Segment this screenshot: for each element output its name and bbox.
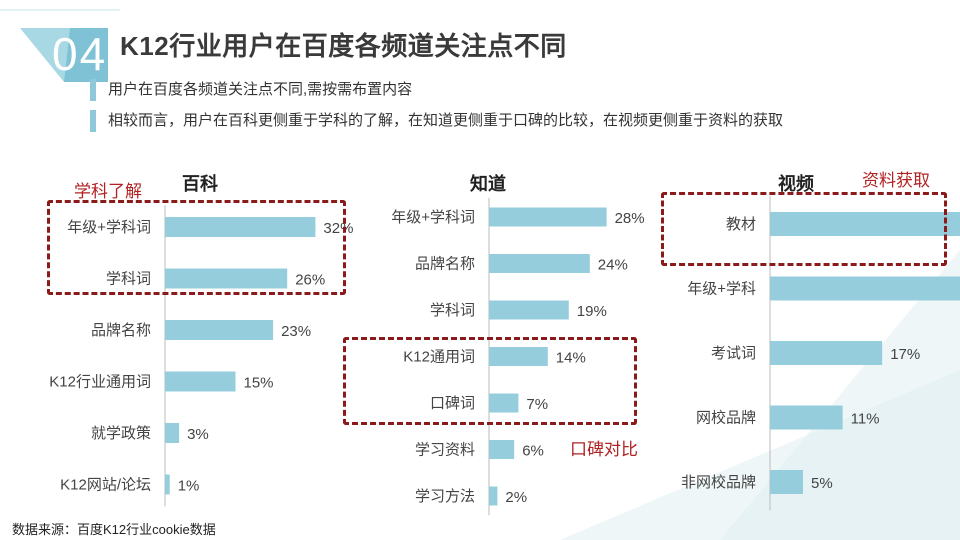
bar xyxy=(770,276,960,301)
category-label: 品牌名称 xyxy=(91,322,151,339)
bar xyxy=(770,212,960,236)
bar xyxy=(165,371,236,392)
subtitle-1-text: 用户在百度各频道关注点不同,需按需布置内容 xyxy=(108,81,413,98)
annotation-zhidao: 口碑对比 xyxy=(570,440,638,459)
value-label: 1% xyxy=(178,478,200,495)
category-label: 就学政策 xyxy=(91,425,151,442)
category-label: 学科词 xyxy=(106,271,151,288)
chart-title: 知道 xyxy=(470,174,506,194)
highlight-box-baike xyxy=(47,200,346,295)
value-label: 19% xyxy=(577,303,607,320)
chart-baike: 年级+学科词 32% 学科词 26% 品牌名称 23% K12行业通用词 15% 就学政策 3% K… xyxy=(0,160,360,520)
chart-svg: 年级+学科词 32%学科词 26%品牌名称 23%K12行业通用词 15%就学政策 3%K… xyxy=(49,205,353,507)
category-label: 考试词 xyxy=(711,345,756,362)
value-label: 15% xyxy=(244,375,274,392)
bar xyxy=(489,440,515,459)
category-label: 教材 xyxy=(726,216,756,233)
category-label: 品牌名称 xyxy=(415,256,475,273)
category-label: 年级+学科词 xyxy=(67,219,151,236)
value-label: 28% xyxy=(615,210,645,227)
highlight-box-video xyxy=(661,192,947,266)
category-label: K12网站/论坛 xyxy=(60,477,151,494)
data-source: 数据来源：百度K12行业cookie数据 xyxy=(12,522,216,537)
bar xyxy=(489,486,498,506)
value-label: 5% xyxy=(811,475,833,492)
chart-zhidao: 年级+学科词 28% 品牌名称 24% 学科词 19% K12通用词 14% 口碑词 7% 学习资料… xyxy=(340,160,670,520)
value-label: 6% xyxy=(522,443,544,460)
bar xyxy=(489,300,569,320)
bar xyxy=(770,470,803,494)
bar xyxy=(489,347,548,366)
value-label: 26% xyxy=(295,272,325,289)
subtitle-marker xyxy=(90,110,96,132)
bar xyxy=(489,207,607,227)
category-label: 学科词 xyxy=(430,302,475,319)
bar xyxy=(165,268,288,289)
value-label: 2% xyxy=(505,489,527,506)
bar xyxy=(165,423,180,443)
value-label: 7% xyxy=(526,396,548,413)
category-label: 学习资料 xyxy=(415,442,475,459)
chart-svg: 年级+学科词 28% 品牌名称 24% 学科词 19% K12通用词 14% 口碑词 7% 学习资料… xyxy=(391,197,645,516)
value-label: 23% xyxy=(281,323,311,340)
category-label: 口碑词 xyxy=(430,395,475,412)
subtitle-marker xyxy=(90,79,96,101)
annotation-baike: 学科了解 xyxy=(74,182,142,201)
bar xyxy=(489,254,590,273)
category-label: 非网校品牌 xyxy=(681,474,756,491)
chart-title: 视频 xyxy=(778,174,814,194)
bar xyxy=(165,320,274,340)
highlight-box-zhidao xyxy=(343,337,637,425)
bar xyxy=(165,474,170,495)
subtitle-2: 相较而言，用户在百科更侧重于学科的了解，在知道更侧重于口碑的比较，在视频更侧重于… xyxy=(90,108,783,134)
bar xyxy=(770,341,883,365)
category-label: K12行业通用词 xyxy=(49,374,151,391)
bar xyxy=(489,393,519,413)
section-badge: 04 xyxy=(52,28,108,80)
category-label: 年级+学科词 xyxy=(391,209,475,226)
category-label: K12通用词 xyxy=(403,349,475,366)
value-label: 14% xyxy=(556,350,586,367)
value-label: 11% xyxy=(851,411,880,428)
value-label: 17% xyxy=(890,346,920,363)
page-title: K12行业用户在百度各频道关注点不同 xyxy=(120,31,567,61)
category-label: 学习方法 xyxy=(415,488,475,505)
subtitle-2-text: 相较而言，用户在百科更侧重于学科的了解，在知道更侧重于口碑的比较，在视频更侧重于… xyxy=(108,112,784,129)
bar xyxy=(770,405,843,430)
value-label: 24% xyxy=(598,257,628,274)
chart-title: 百科 xyxy=(182,174,218,194)
value-label: 3% xyxy=(187,426,209,443)
subtitle-1: 用户在百度各频道关注点不同,需按需布置内容 xyxy=(90,77,412,103)
category-label: 网校品牌 xyxy=(696,410,756,427)
bar xyxy=(165,217,316,237)
category-label: 年级+学科 xyxy=(687,281,756,298)
annotation-video: 资料获取 xyxy=(862,171,930,190)
